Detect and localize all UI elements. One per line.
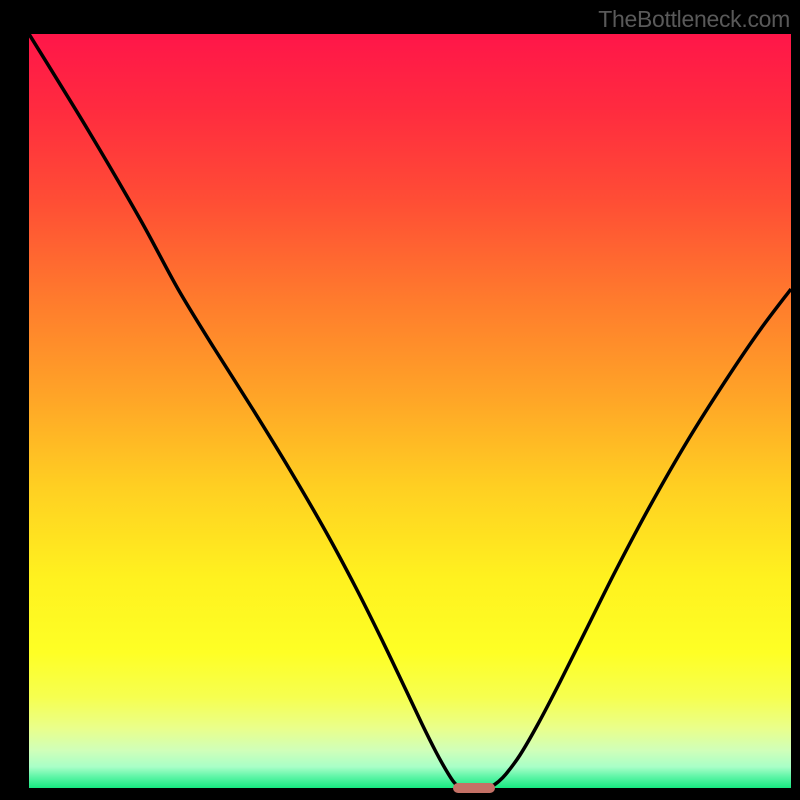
plot-gradient-area <box>29 34 791 788</box>
watermark-text: TheBottleneck.com <box>598 6 790 33</box>
